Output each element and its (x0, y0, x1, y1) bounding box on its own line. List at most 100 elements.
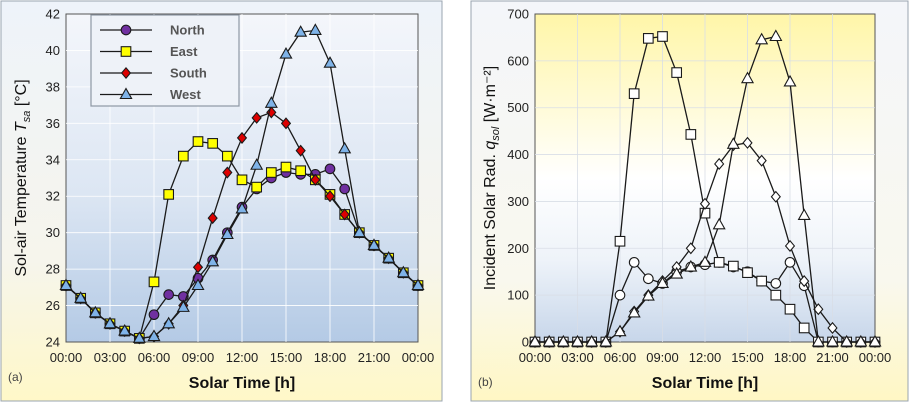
series-4 (528, 29, 882, 347)
data-point-south (236, 131, 248, 144)
x-tick-label: 15:00 (270, 350, 303, 365)
data-point-north (148, 309, 160, 321)
tick-labels-a: 24 26 28 30 32 34 36 38 40 42 00:00 03:00 06:00 09:00… (46, 7, 435, 366)
x-tick-label: 15:00 (731, 350, 764, 365)
y-tick-label: 400 (507, 147, 529, 162)
data-point-east (295, 165, 307, 177)
legend-item-west: West (100, 87, 201, 102)
data-point-2 (657, 31, 668, 42)
data-point-west (411, 278, 425, 291)
x-tick-label: 09:00 (646, 350, 679, 365)
data-point-4 (528, 334, 542, 347)
data-point-2 (685, 129, 697, 140)
data-point-4 (811, 334, 825, 347)
legend-label: South (170, 66, 207, 81)
data-point-west (103, 316, 117, 329)
data-point-4 (712, 217, 726, 230)
data-point-2 (742, 267, 753, 279)
x-tick-label: 06:00 (138, 350, 171, 365)
data-point-4 (684, 259, 698, 272)
x-tick-label: 12:00 (226, 350, 259, 365)
y-tick-label: 26 (46, 298, 60, 313)
data-point-4 (740, 71, 755, 84)
data-point-4 (840, 334, 854, 347)
y-tick-label: 100 (507, 288, 529, 303)
x-tick-label: 12:00 (689, 350, 722, 365)
y-tick-label: 34 (46, 152, 60, 167)
data-point-north (324, 163, 336, 175)
y-tick-label: 32 (46, 189, 60, 204)
x-tick-label: 18:00 (314, 350, 347, 365)
y-axis-label-a: Sol-air Temperature Tsa [°C] (13, 79, 33, 276)
data-point-west (308, 23, 322, 35)
legend-marker (120, 46, 132, 57)
y-tick-label: 36 (46, 116, 60, 131)
y-tick-label: 30 (46, 225, 60, 240)
legend-box (90, 14, 240, 107)
y-tick-label: 600 (507, 53, 529, 68)
legend-item-north: North (100, 23, 205, 38)
data-point-2 (727, 260, 739, 272)
x-tick-label: 00:00 (402, 350, 435, 365)
data-point-west (264, 96, 278, 108)
data-point-south (207, 212, 218, 225)
data-point-west (59, 278, 73, 291)
data-point-east (192, 136, 204, 147)
data-point-4 (755, 32, 769, 45)
legend-marker (120, 66, 132, 80)
data-point-2 (628, 88, 640, 100)
legend-label: East (170, 44, 198, 59)
data-point-west (235, 201, 249, 214)
x-tick-label: 00:00 (50, 350, 83, 365)
data-point-west (147, 329, 161, 342)
x-tick-label: 03:00 (94, 350, 127, 365)
panel-label-a: (a) (8, 370, 23, 384)
y-tick-label: 500 (507, 100, 529, 115)
data-point-4 (783, 74, 797, 87)
data-point-east (177, 150, 189, 162)
data-point-east (265, 167, 277, 178)
data-point-west (220, 227, 234, 240)
data-point-east (148, 276, 160, 288)
data-point-3 (685, 242, 696, 255)
x-axis-label-a: Solar Time [h] (189, 375, 295, 392)
x-tick-label: 21:00 (358, 350, 391, 365)
data-point-south (251, 111, 262, 124)
data-point-3 (799, 275, 810, 288)
data-point-4 (769, 29, 783, 42)
data-point-3 (742, 136, 753, 149)
data-point-3 (699, 197, 711, 210)
y-axis-label-b: Incident Solar Rad. qsol [W·m⁻²] (482, 66, 502, 290)
data-point-east (207, 138, 219, 149)
data-point-2 (642, 33, 654, 44)
data-point-2 (784, 303, 796, 315)
data-point-4 (556, 334, 570, 347)
data-point-west (132, 331, 146, 343)
data-point-west (118, 323, 132, 336)
data-point-2 (713, 256, 725, 268)
data-point-1 (628, 256, 640, 268)
legend-label: West (170, 87, 201, 102)
chart-panel-b: 0 100 200 300 400 500 600 700 00:00 03:00 06:00 09:… (470, 0, 909, 402)
data-point-4 (641, 288, 655, 301)
data-point-2 (614, 235, 626, 247)
data-point-3 (813, 303, 824, 316)
data-point-east (221, 150, 233, 162)
data-point-west (382, 251, 396, 263)
data-point-4 (627, 305, 641, 318)
data-point-west (279, 46, 293, 59)
x-tick-label: 09:00 (182, 350, 215, 365)
y-tick-label: 0 (522, 335, 529, 350)
series-a (59, 23, 425, 345)
data-point-3 (756, 154, 767, 167)
data-point-east (236, 174, 248, 186)
data-point-2 (756, 275, 768, 287)
data-point-4 (825, 334, 840, 347)
x-tick-label: 00:00 (859, 350, 892, 365)
data-point-1 (784, 256, 796, 268)
y-tick-label: 700 (507, 7, 529, 22)
y-tick-label: 300 (507, 194, 529, 209)
data-point-north (339, 183, 351, 195)
data-point-4 (868, 334, 882, 347)
